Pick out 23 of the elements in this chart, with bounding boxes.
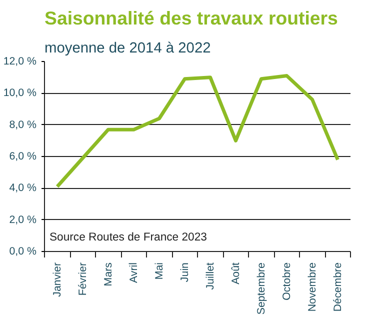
annotation: Source Routes de France 2023 [50, 232, 207, 244]
y-tick-label: 6,0 % [9, 150, 38, 162]
chart-subtitle: moyenne de 2014 à 2022 [44, 40, 211, 56]
line-series [56, 74, 340, 188]
x-tick-label: Mai [153, 262, 166, 280]
x-tick-label: Avril [128, 262, 140, 284]
y-tick-label: 0,0 % [9, 246, 38, 258]
y-tick-label: 8,0 % [9, 118, 38, 131]
x-tick-label: Août [230, 262, 242, 284]
x-tick-label: Novembre [306, 262, 318, 312]
x-tick-label: Octobre [280, 262, 293, 300]
x-tick-label: Janvier [51, 262, 64, 297]
x-tick-label: Février [76, 262, 89, 296]
x-tick-label: Juillet [204, 262, 216, 290]
x-tick-label: Mars [102, 262, 114, 286]
chart-title: Saisonnalité des travaux routiers [44, 8, 338, 28]
y-tick-label: 12,0 % [3, 56, 38, 68]
x-tick-label: Décembre [332, 262, 344, 312]
y-tick-label: 10,0 % [3, 87, 38, 100]
y-tick-label: 2,0 % [9, 214, 38, 226]
x-tick-label: Juin [178, 262, 191, 282]
x-tick-label: Septembre [255, 262, 268, 315]
y-tick-label: 4,0 % [9, 182, 38, 194]
